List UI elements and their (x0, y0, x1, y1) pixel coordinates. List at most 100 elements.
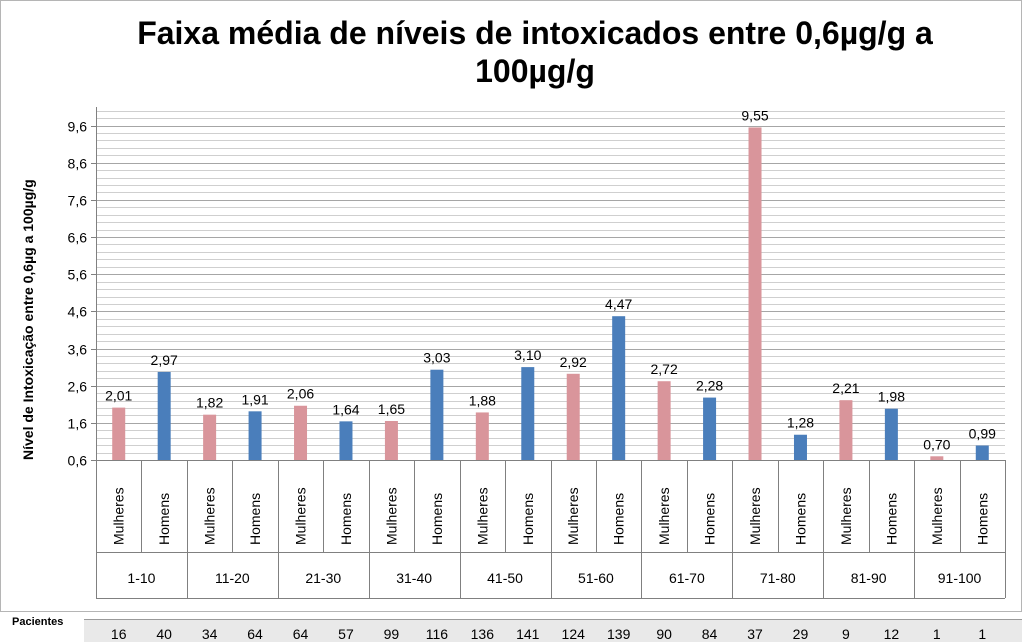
y-tick-label: 6,6 (68, 230, 88, 246)
bar (384, 420, 398, 460)
y-tick-label: 2,6 (68, 379, 88, 395)
y-tick-label: 7,6 (68, 193, 88, 209)
bar (657, 381, 671, 460)
data-label: 9,55 (741, 107, 768, 123)
patient-count: 1 (932, 626, 941, 642)
group-label: 21-30 (305, 570, 341, 586)
group-label: 81-90 (851, 570, 887, 586)
patient-count: 139 (606, 626, 631, 642)
data-label: 2,92 (560, 354, 587, 370)
group-label: 1-10 (127, 570, 155, 586)
patient-count: 136 (470, 626, 494, 642)
bar (839, 400, 853, 460)
patient-count: 90 (656, 626, 672, 642)
y-tick-label: 4,6 (68, 304, 88, 320)
data-label: 0,99 (969, 426, 996, 442)
bar (430, 369, 444, 460)
chart-title: Faixa média de níveis de intoxicados ent… (137, 15, 933, 89)
chart-frame (0, 0, 1022, 612)
data-label: 1,65 (378, 401, 405, 417)
bar (294, 405, 308, 460)
series-category-label: Homens (974, 493, 990, 545)
y-tick-label: 5,6 (68, 267, 88, 283)
patient-count: 64 (247, 626, 263, 642)
patient-count: 12 (883, 626, 900, 642)
series-category-label: Mulheres (747, 487, 763, 545)
patient-count: 40 (156, 626, 172, 642)
patient-count: 1 (978, 626, 987, 642)
series-category-label: Mulheres (474, 487, 490, 545)
data-label: 1,82 (196, 395, 223, 411)
data-label: 1,64 (332, 401, 359, 417)
data-label: 2,06 (287, 386, 314, 402)
series-category-label: Mulheres (293, 487, 309, 545)
data-label: 3,10 (514, 347, 541, 363)
y-tick-label: 8,6 (68, 156, 88, 172)
group-label: 31-40 (396, 570, 432, 586)
patient-count: 16 (110, 626, 127, 642)
group-label: 41-50 (487, 570, 523, 586)
patient-count: 116 (425, 626, 449, 642)
data-label: 4,47 (605, 296, 632, 312)
data-label: 1,88 (469, 392, 496, 408)
patient-count: 141 (516, 626, 540, 642)
series-category-label: Homens (792, 493, 808, 545)
series-category-label: Homens (883, 493, 899, 545)
series-category-label: Homens (247, 493, 263, 545)
series-category-label: Mulheres (929, 487, 945, 545)
series-category-label: Homens (156, 493, 172, 545)
patient-count: 64 (292, 626, 309, 642)
bar (157, 371, 171, 460)
bar (884, 408, 898, 460)
series-category-label: Homens (611, 493, 627, 545)
data-label: 2,72 (651, 361, 678, 377)
y-tick-label: 0,6 (68, 453, 88, 469)
y-tick-label: 9,6 (68, 119, 88, 135)
data-label: 1,91 (241, 391, 268, 407)
series-category-label: Homens (429, 493, 445, 545)
bar (112, 407, 126, 460)
bar-chart: 0,6 1,6 2,6 3,6 4,6 5,6 6,6 7,6 8,6 9,6 1-10 11-20 2… (68, 107, 1006, 599)
patient-count: 29 (792, 626, 809, 642)
series-category-label: Mulheres (111, 487, 127, 545)
data-label: 2,01 (105, 388, 132, 404)
group-label: 71-80 (760, 570, 796, 586)
patient-count: 99 (383, 626, 400, 642)
group-label: 91-100 (938, 570, 982, 586)
data-label: 2,28 (696, 378, 723, 394)
data-label: 1,98 (878, 389, 905, 405)
bar (975, 445, 989, 460)
series-category-label: Homens (702, 493, 718, 545)
bar (248, 411, 262, 460)
patient-count: 37 (747, 626, 763, 642)
y-tick-label: 1,6 (68, 416, 88, 432)
bar (203, 414, 217, 460)
bar (793, 434, 807, 460)
bar (612, 316, 626, 460)
data-label: 0,70 (923, 436, 950, 452)
series-category-label: Mulheres (838, 487, 854, 545)
bar (930, 456, 944, 460)
series-category-label: Homens (338, 493, 354, 545)
patient-count: 9 (842, 626, 850, 642)
patients-label: Pacientes (12, 616, 64, 628)
bar (521, 367, 535, 460)
series-category-label: Homens (520, 493, 536, 545)
series-category-label: Mulheres (383, 487, 399, 545)
group-label: 51-60 (578, 570, 614, 586)
group-label: 11-20 (215, 570, 250, 586)
bar (475, 412, 489, 460)
patients-row (84, 619, 1022, 642)
patient-count: 84 (701, 626, 718, 642)
data-label: 1,28 (787, 415, 814, 431)
bar (703, 397, 717, 460)
bar (748, 127, 762, 461)
bar (339, 421, 353, 460)
patient-count: 124 (561, 626, 585, 642)
patient-count: 57 (338, 626, 354, 642)
data-label: 3,03 (423, 350, 450, 366)
y-tick-label: 3,6 (68, 342, 88, 358)
plot-area (96, 107, 1005, 460)
group-label: 61-70 (669, 570, 705, 586)
series-category-label: Mulheres (202, 487, 218, 545)
